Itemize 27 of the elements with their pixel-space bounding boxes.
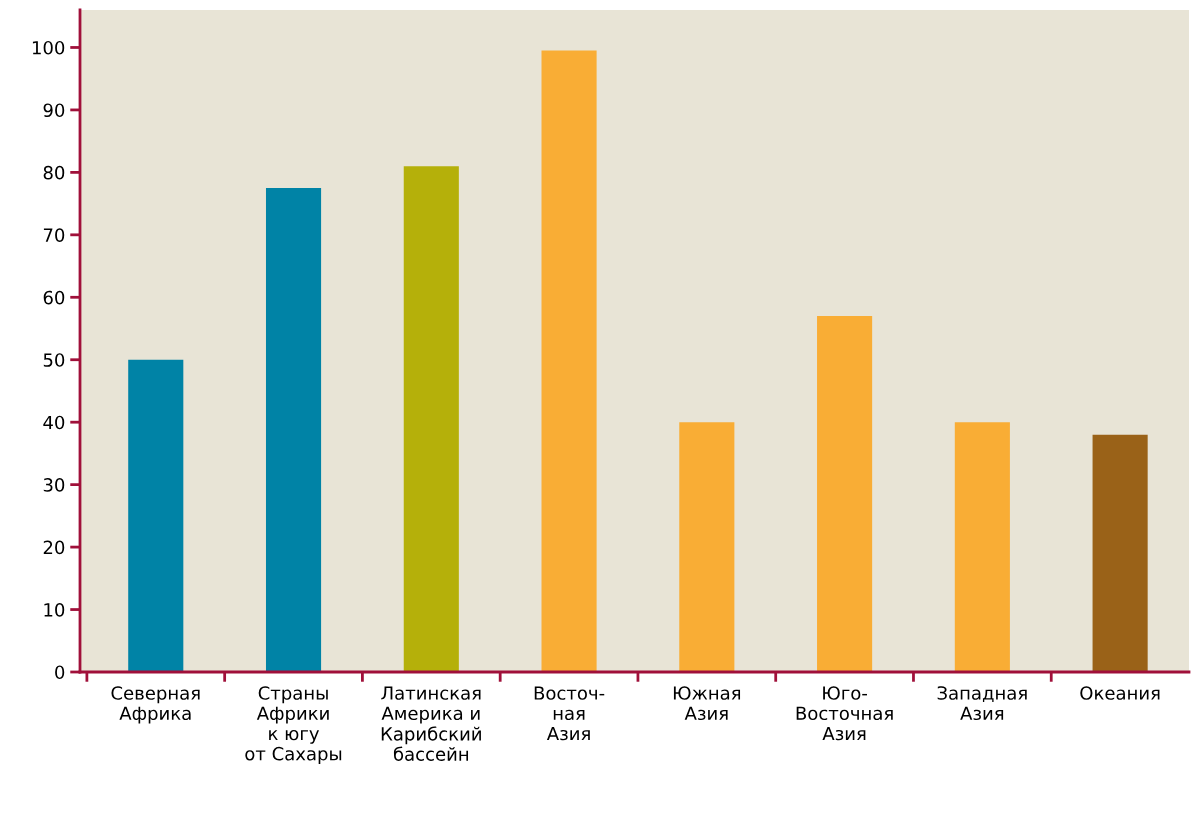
x-tick-label: Океания (1080, 686, 1160, 700)
x-tick-label: Латинская Америка и Карибский бассейн (381, 686, 481, 761)
x-tick-label: Северная Африка (111, 686, 200, 724)
y-tick-label: 70 (43, 228, 65, 242)
x-tick-label: Западная Азия (937, 686, 1027, 721)
y-tick-label: 40 (43, 415, 65, 430)
y-tick-label: 90 (43, 103, 65, 118)
y-tick-label: 30 (43, 478, 65, 492)
x-tick-label: Восточ- ная Азия (534, 686, 605, 741)
x-tick-label: Страны Африки к югу от Сахары (245, 686, 342, 765)
bar (679, 422, 735, 672)
bar (817, 316, 873, 672)
x-tick-label: Южная Азия (673, 686, 741, 721)
bar (265, 187, 322, 672)
y-tick-label: 10 (44, 603, 65, 617)
bar (954, 422, 1010, 672)
bar (128, 359, 184, 672)
y-tick-label: 60 (43, 290, 65, 305)
bar (403, 166, 459, 672)
y-tick-label: 100 (32, 40, 65, 55)
y-tick-label: 80 (43, 165, 65, 180)
y-tick-label: 50 (43, 353, 65, 367)
x-tick-label: Юго- Восточная Азия (796, 686, 893, 741)
bar (541, 50, 597, 672)
y-tick-label: 0 (55, 665, 65, 680)
bar (1092, 434, 1148, 672)
y-tick-label: 20 (43, 540, 65, 555)
